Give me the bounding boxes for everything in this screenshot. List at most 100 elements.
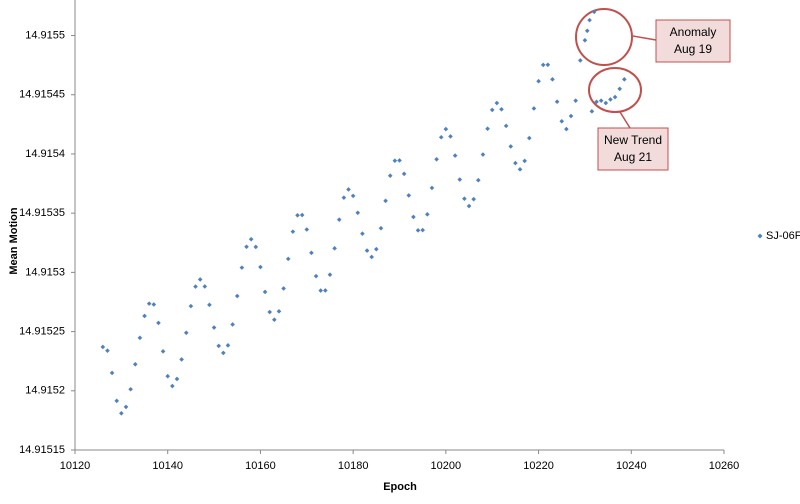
point: [568, 113, 574, 119]
new-trend-annotation: New Trend Aug 21: [588, 67, 669, 171]
x-tick-label: 10240: [616, 460, 647, 472]
point: [327, 272, 333, 278]
point: [225, 343, 231, 348]
point: [151, 302, 157, 307]
point: [355, 210, 361, 216]
point: [230, 322, 235, 327]
point: [146, 301, 152, 306]
point: [114, 398, 120, 404]
point: [341, 195, 347, 200]
point: [221, 350, 226, 356]
point: [443, 126, 449, 132]
x-tick-label: 10260: [709, 460, 740, 472]
point: [582, 37, 588, 43]
point: [165, 373, 171, 379]
point: [471, 196, 476, 202]
point: [425, 212, 430, 217]
point: [438, 134, 444, 140]
point: [429, 185, 435, 191]
y-tick-label: 14.91525: [19, 325, 65, 337]
point: [406, 193, 412, 198]
point: [577, 58, 583, 63]
point: [258, 264, 263, 270]
x-tick-label: 10220: [523, 460, 554, 472]
point: [267, 309, 272, 315]
point: [513, 160, 518, 166]
point: [179, 357, 184, 362]
point: [276, 309, 282, 314]
point: [536, 78, 541, 84]
point: [239, 265, 245, 270]
point: [244, 244, 249, 250]
point: [612, 94, 618, 100]
point: [517, 167, 523, 172]
point: [132, 361, 138, 367]
point: [603, 100, 609, 106]
x-tick-label: 10180: [338, 460, 369, 472]
point: [281, 286, 286, 291]
point: [174, 376, 180, 382]
y-tick-label: 14.91515: [19, 444, 65, 456]
point: [383, 198, 388, 204]
y-tick-label: 14.9155: [25, 29, 65, 41]
point: [119, 410, 124, 416]
x-tick-label: 10120: [60, 460, 91, 472]
point: [531, 106, 537, 111]
point: [197, 277, 203, 282]
point: [336, 217, 342, 222]
y-tick-label: 14.9154: [25, 148, 65, 160]
y-tick-label: 14.9153: [25, 266, 65, 278]
point: [248, 236, 254, 242]
point: [346, 187, 351, 192]
point: [234, 293, 240, 299]
point: [285, 256, 291, 262]
point: [216, 343, 222, 349]
point: [594, 99, 599, 105]
point: [499, 107, 504, 112]
point: [387, 173, 393, 179]
x-tick-label: 10140: [152, 460, 183, 472]
annotation-text: New Trend: [604, 133, 662, 147]
y-axis-title: Mean Motion: [8, 207, 20, 274]
point: [299, 212, 305, 218]
point: [272, 317, 277, 323]
point: [554, 99, 560, 105]
point: [123, 404, 129, 410]
point: [207, 302, 212, 308]
point: [494, 100, 500, 106]
point: [587, 17, 592, 23]
point: [290, 229, 296, 234]
point: [550, 77, 555, 82]
point: [584, 28, 590, 34]
point: [622, 77, 627, 82]
point: [476, 177, 481, 183]
point: [411, 214, 416, 220]
point: [128, 386, 133, 392]
point: [253, 244, 259, 250]
point: [527, 135, 532, 141]
point: [589, 109, 595, 114]
point: [313, 273, 319, 279]
point: [378, 225, 384, 231]
x-tick-label: 10160: [245, 460, 276, 472]
point: [545, 62, 551, 68]
point: [304, 227, 310, 232]
point: [617, 86, 622, 92]
point: [564, 126, 569, 132]
point: [109, 370, 115, 376]
point: [448, 134, 453, 139]
x-tick-label: 10200: [431, 460, 462, 472]
point: [591, 9, 597, 15]
point: [420, 227, 425, 233]
point: [170, 383, 175, 389]
point: [573, 98, 578, 103]
x-axis-title: Epoch: [383, 481, 417, 493]
callout-line: [619, 111, 631, 129]
point: [608, 97, 613, 102]
point: [295, 212, 300, 218]
point: [522, 158, 527, 164]
point: [160, 349, 166, 354]
point: [309, 250, 314, 256]
point: [183, 330, 189, 336]
